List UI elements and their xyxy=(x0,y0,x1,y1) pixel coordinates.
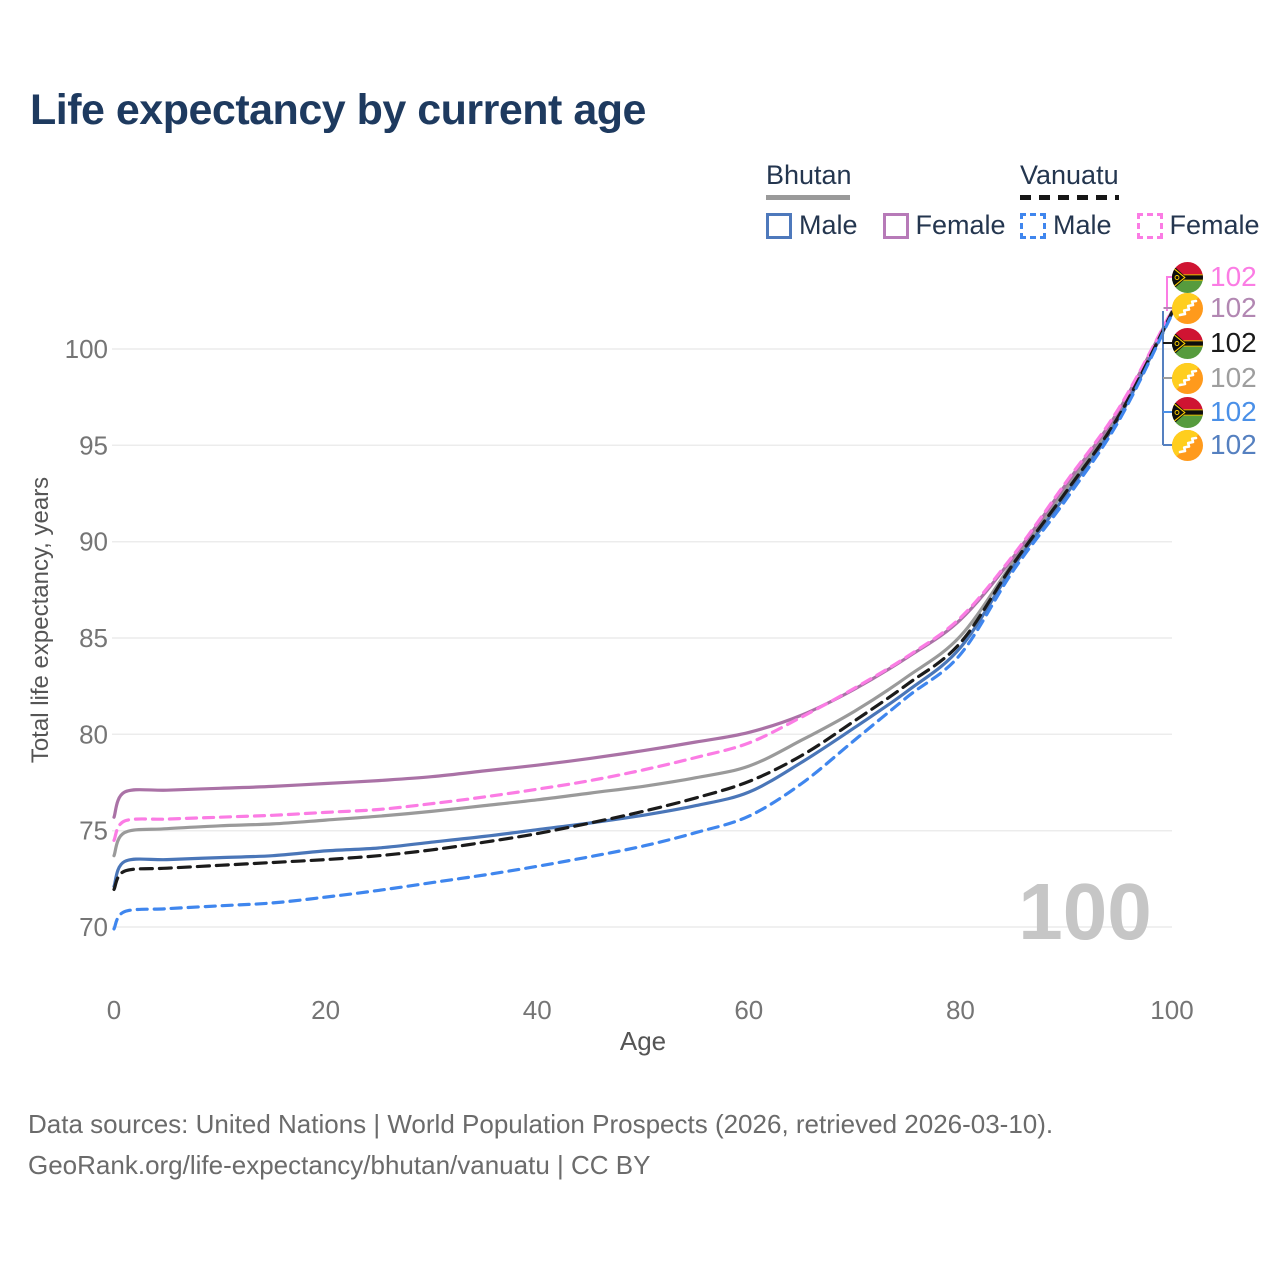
x-axis-title: Age xyxy=(620,1026,666,1056)
x-tick-label: 0 xyxy=(107,995,121,1025)
vanuatu-flag-icon xyxy=(1172,327,1203,359)
bhutan-solid-line-swatch xyxy=(766,195,850,200)
series-line-bhutan-all[interactable] xyxy=(112,310,1174,858)
vanuatu-female-swatch-icon xyxy=(1136,212,1163,239)
footer: Data sources: United Nations | World Pop… xyxy=(28,1104,1053,1186)
series-line-vanuatu-male[interactable] xyxy=(112,312,1174,931)
legend-group-vanuatu: Vanuatu Male Female xyxy=(1020,160,1260,241)
x-tick-label: 100 xyxy=(1150,995,1193,1025)
age-counter: 100 xyxy=(1018,867,1152,956)
footer-link: GeoRank.org/life-expectancy/bhutan/vanua… xyxy=(28,1150,651,1180)
x-tick-label: 60 xyxy=(734,995,763,1025)
end-label-row: 102 xyxy=(1172,362,1257,394)
legend-item-vanuatu-male[interactable]: Male xyxy=(1020,210,1112,241)
page-title: Life expectancy by current age xyxy=(30,86,646,134)
x-tick-label: 40 xyxy=(523,995,552,1025)
bhutan-flag-icon xyxy=(1172,362,1203,394)
series-line-bhutan-female[interactable] xyxy=(112,309,1174,819)
end-value: 102 xyxy=(1210,362,1257,393)
y-axis-title: Total life expectancy, years xyxy=(27,477,54,763)
legend-country-vanuatu[interactable]: Vanuatu xyxy=(1020,160,1260,200)
legend-country-label: Bhutan xyxy=(766,160,852,190)
legend-group-bhutan: Bhutan Male Female xyxy=(766,160,1006,241)
legend-item-bhutan-male[interactable]: Male xyxy=(766,210,858,241)
y-tick-label: 85 xyxy=(79,623,108,653)
legend-label-female: Female xyxy=(915,210,1006,240)
legend-country-bhutan[interactable]: Bhutan xyxy=(766,160,1006,200)
end-value: 102 xyxy=(1210,396,1257,427)
series-line-bhutan-male[interactable] xyxy=(112,311,1174,889)
vanuatu-flag-icon xyxy=(1172,261,1203,293)
vanuatu-dashed-line-swatch xyxy=(1020,195,1119,200)
y-tick-label: 100 xyxy=(65,334,108,364)
vanuatu-male-swatch-icon xyxy=(1020,212,1046,239)
end-label-row: 102 xyxy=(1172,396,1257,428)
legend-item-vanuatu-female[interactable]: Female xyxy=(1136,210,1260,241)
bhutan-female-swatch-icon xyxy=(882,212,909,239)
end-value: 102 xyxy=(1210,292,1257,323)
bhutan-flag-icon xyxy=(1172,429,1203,461)
legend-label-female: Female xyxy=(1169,210,1260,240)
legend-item-bhutan-female[interactable]: Female xyxy=(882,210,1006,241)
end-value: 102 xyxy=(1210,327,1257,358)
y-tick-label: 80 xyxy=(79,719,108,749)
series-line-vanuatu-all[interactable] xyxy=(112,310,1174,891)
end-value: 102 xyxy=(1210,429,1257,460)
y-tick-label: 90 xyxy=(79,527,108,557)
end-label-row: 102 xyxy=(1172,327,1257,359)
end-label-connector xyxy=(1166,276,1174,311)
vanuatu-flag-icon xyxy=(1172,396,1203,428)
end-label-row: 102 xyxy=(1172,292,1257,324)
footer-data-sources: Data sources: United Nations | World Pop… xyxy=(28,1109,1054,1139)
legend-label-male: Male xyxy=(1053,210,1112,240)
y-tick-label: 95 xyxy=(79,430,108,460)
bhutan-male-swatch-icon xyxy=(766,212,792,239)
series-line-vanuatu-female[interactable] xyxy=(112,308,1174,842)
legend-label-male: Male xyxy=(799,210,858,240)
x-tick-label: 80 xyxy=(946,995,975,1025)
legend-country-label: Vanuatu xyxy=(1020,160,1119,190)
end-label-row: 102 xyxy=(1172,261,1257,293)
end-value: 102 xyxy=(1210,261,1257,292)
chart-plot-area: 70 75 80 85 90 95 100 0 20 40 60 80 100 Age Total life… xyxy=(27,276,1194,1056)
y-tick-label: 70 xyxy=(79,912,108,942)
y-tick-label: 75 xyxy=(79,816,108,846)
bhutan-flag-icon xyxy=(1172,292,1203,324)
x-tick-label: 20 xyxy=(311,995,340,1025)
end-label-row: 102 xyxy=(1172,429,1257,461)
